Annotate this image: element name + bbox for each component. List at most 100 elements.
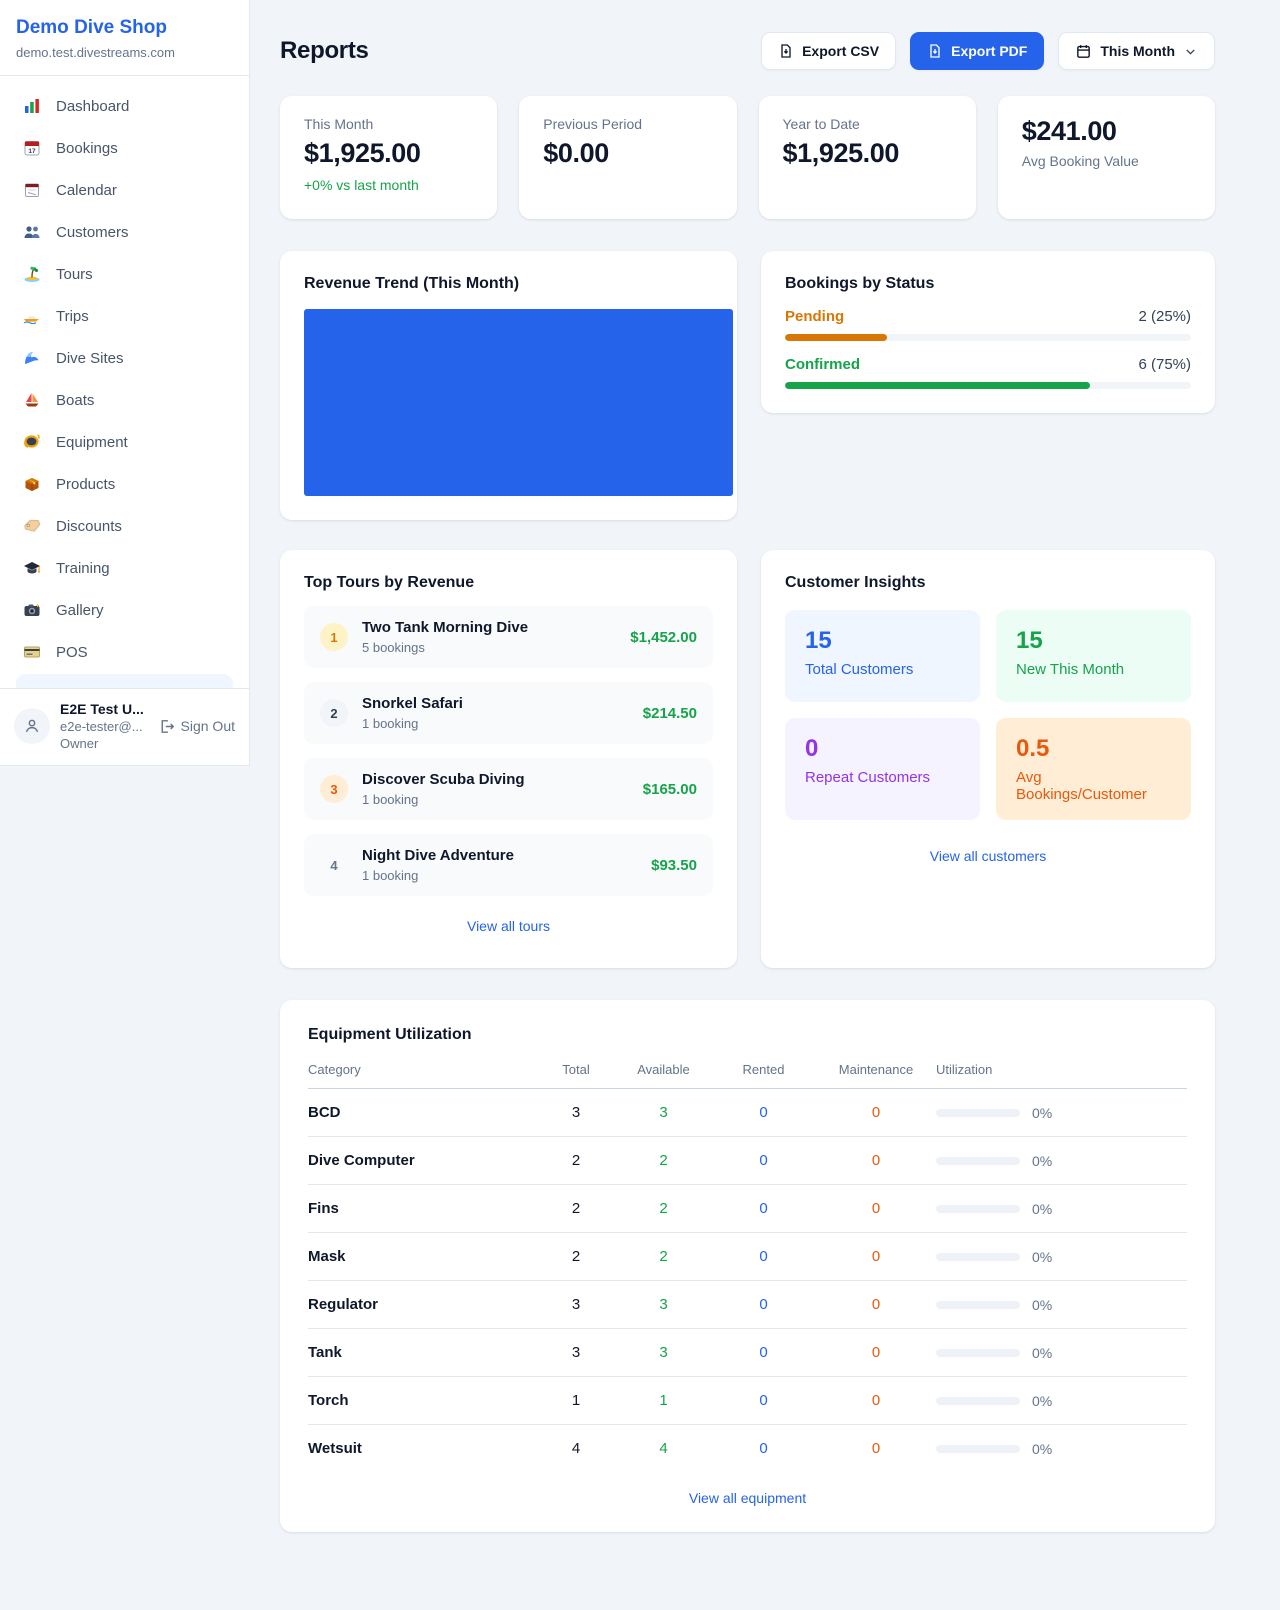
utilization-bar (936, 1348, 1020, 1357)
cell-maintenance: 0 (816, 1088, 936, 1137)
sidebar-item-dive-sites[interactable]: Dive Sites (8, 338, 241, 378)
insight-tile-total-customers: 15 Total Customers (785, 610, 980, 702)
cell-utilization: 0% (936, 1280, 1187, 1329)
sidebar-item-gallery[interactable]: Gallery (8, 590, 241, 630)
customer-insights-panel: Customer Insights 15 Total Customers 15 … (761, 550, 1215, 968)
view-all-customers-link[interactable]: View all customers (929, 848, 1047, 864)
sidebar-item-products[interactable]: Products (8, 464, 241, 504)
utilization-percent: 0% (1032, 1344, 1053, 1361)
view-all-equipment-link[interactable]: View all equipment (688, 1490, 807, 1506)
sidebar-item-boats[interactable]: Boats (8, 380, 241, 420)
sidebar-item-tours[interactable]: Tours (8, 254, 241, 294)
status-label: Confirmed (785, 356, 860, 373)
shop-header: Demo Dive Shop demo.test.divestreams.com (0, 0, 249, 76)
sidebar-item-label: Products (56, 475, 116, 493)
calendar-pad-icon (22, 180, 42, 200)
cell-category: Regulator (308, 1280, 536, 1329)
cell-utilization: 0% (936, 1088, 1187, 1137)
rank-badge: 4 (330, 857, 338, 873)
export-csv-button[interactable]: Export CSV (761, 32, 897, 70)
cell-available: 3 (616, 1328, 711, 1377)
tile-value: 0.5 (1016, 735, 1050, 762)
tile-value: 15 (805, 627, 832, 654)
page-header: Reports Export CSV Export PDF This Month (280, 32, 1215, 70)
sidebar-item-calendar[interactable]: Calendar (8, 170, 241, 210)
cell-rented: 0 (711, 1328, 816, 1377)
table-row: Wetsuit 4 4 0 0 0% (308, 1425, 1187, 1473)
sidebar-item-discounts[interactable]: Discounts (8, 506, 241, 546)
cell-utilization: 0% (936, 1425, 1187, 1473)
utilization-percent: 0% (1032, 1296, 1053, 1313)
cell-utilization: 0% (936, 1328, 1187, 1377)
cell-maintenance: 0 (816, 1376, 936, 1425)
sidebar-item-equipment[interactable]: Equipment (8, 422, 241, 462)
tour-name: Two Tank Morning Dive (362, 619, 529, 636)
utilization-percent: 0% (1032, 1392, 1053, 1409)
top-tours-panel: Top Tours by Revenue 1 Two Tank Morning … (280, 550, 737, 968)
sidebar-item-dashboard[interactable]: Dashboard (8, 86, 241, 126)
sidebar-item-label: Discounts (56, 517, 122, 535)
top-tours-title: Top Tours by Revenue (304, 574, 475, 591)
sidebar-item-label: Bookings (56, 139, 118, 157)
tour-row[interactable]: 2 Snorkel Safari 1 booking $214.50 (304, 682, 713, 744)
tour-amount: $165.00 (642, 780, 697, 798)
sidebar-item-customers[interactable]: Customers (8, 212, 241, 252)
sidebar-item-bookings[interactable]: 17 Bookings (8, 128, 241, 168)
avatar (14, 708, 50, 744)
cell-total: 3 (536, 1328, 616, 1377)
tour-row[interactable]: 3 Discover Scuba Diving 1 booking $165.0… (304, 758, 713, 820)
status-count: 6 (75%) (1138, 356, 1191, 373)
cell-utilization: 0% (936, 1376, 1187, 1425)
sidebar-item-label: POS (56, 643, 88, 661)
stat-label: This Month (304, 116, 374, 132)
tile-label: Repeat Customers (805, 769, 931, 786)
cell-rented: 0 (711, 1136, 816, 1185)
column-header: Category (308, 1062, 536, 1089)
export-pdf-button[interactable]: Export PDF (910, 32, 1045, 70)
export-csv-label: Export CSV (802, 43, 880, 59)
equipment-table: Category Total Available Rented Maintena… (308, 1062, 1187, 1472)
status-row-pending: Pending 2 (25%) (785, 308, 1191, 341)
cell-maintenance: 0 (816, 1184, 936, 1233)
stat-value: $0.00 (543, 138, 609, 168)
sidebar-active-item-partial[interactable] (16, 674, 233, 688)
utilization-percent: 0% (1032, 1104, 1053, 1121)
column-header: Total (536, 1062, 616, 1089)
insight-tile-repeat-customers: 0 Repeat Customers (785, 718, 980, 820)
cell-available: 2 (616, 1184, 711, 1233)
logout-icon (161, 719, 174, 733)
sign-out-button[interactable]: Sign Out (158, 718, 235, 735)
cell-maintenance: 0 (871, 1440, 881, 1457)
sidebar-item-training[interactable]: Training (8, 548, 241, 588)
tile-label: Avg Bookings/Customer (1016, 769, 1147, 803)
sidebar-item-pos[interactable]: POS (8, 632, 241, 672)
utilization-percent: 0% (1032, 1200, 1053, 1217)
cell-rented: 0 (711, 1280, 816, 1329)
period-selector[interactable]: This Month (1058, 32, 1215, 70)
cell-total: 3 (536, 1280, 616, 1329)
cell-rented: 0 (711, 1088, 816, 1137)
sidebar: Demo Dive Shop demo.test.divestreams.com… (0, 0, 250, 766)
stat-card-previous-period: Previous Period $0.00 (519, 96, 737, 219)
camera-icon (22, 600, 42, 620)
insights-row: Top Tours by Revenue 1 Two Tank Morning … (280, 550, 1215, 968)
utilization-percent: 0% (1032, 1152, 1053, 1169)
stat-value: $1,925.00 (304, 138, 421, 168)
sidebar-item-trips[interactable]: Trips (8, 296, 241, 336)
tour-row[interactable]: 1 Two Tank Morning Dive 5 bookings $1,45… (304, 606, 713, 668)
cell-rented: 0 (759, 1440, 768, 1457)
sidebar-nav: Dashboard 17 Bookings Calendar Customers… (0, 76, 249, 688)
tour-bookings: 1 booking (362, 868, 419, 883)
utilization-bar (936, 1444, 1020, 1453)
tour-name: Night Dive Adventure (362, 847, 514, 864)
bar-chart-icon (22, 96, 42, 116)
table-row: Regulator 3 3 0 0 0% (308, 1280, 1187, 1329)
bookings-by-status-panel: Bookings by Status Pending 2 (25%) Confi… (761, 251, 1215, 413)
package-icon (22, 474, 42, 494)
utilization-bar (936, 1300, 1020, 1309)
column-header: Available (616, 1062, 711, 1089)
tour-row[interactable]: 4 Night Dive Adventure 1 booking $93.50 (304, 834, 713, 896)
tour-name: Discover Scuba Diving (362, 771, 525, 788)
insight-tiles: 15 Total Customers 15 New This Month 0 R… (785, 610, 1191, 820)
view-all-tours-link[interactable]: View all tours (466, 918, 550, 934)
